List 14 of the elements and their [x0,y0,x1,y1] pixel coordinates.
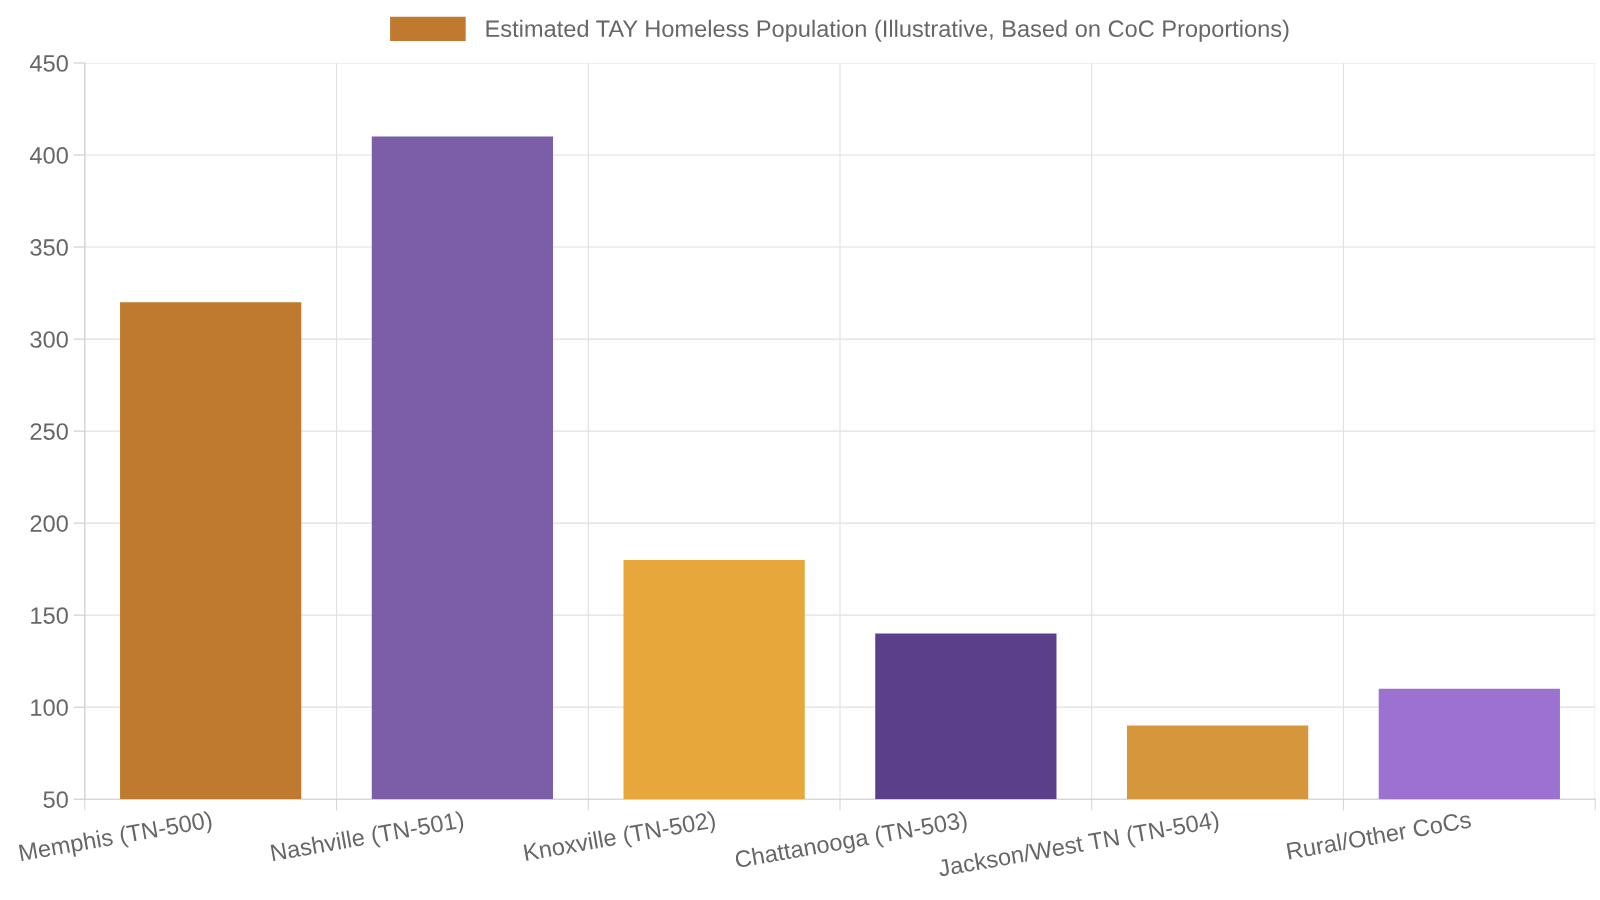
y-tick-label: 350 [30,239,68,256]
y-tick-label: 250 [30,423,68,440]
y-tick-label: 450 [29,55,68,72]
y-tick-label: 100 [31,699,68,716]
y-tick-label: 300 [30,331,68,348]
y-tick-label: 200 [30,515,68,532]
x-tick-label: Nashville (TN-501) [270,810,465,866]
x-tick-label: Memphis (TN-500) [18,810,214,866]
legend-label: Estimated TAY Homeless Population (Illustrative, Based on CoC Proportions) [486,19,1289,42]
x-tick-label: Rural/Other CoCs [1286,810,1472,860]
y-tick-label: 50 [43,791,68,808]
y-tick-label: 150 [31,607,68,624]
y-tick-label: 400 [29,147,68,164]
x-tick-label: Knoxville (TN-502) [523,810,717,866]
